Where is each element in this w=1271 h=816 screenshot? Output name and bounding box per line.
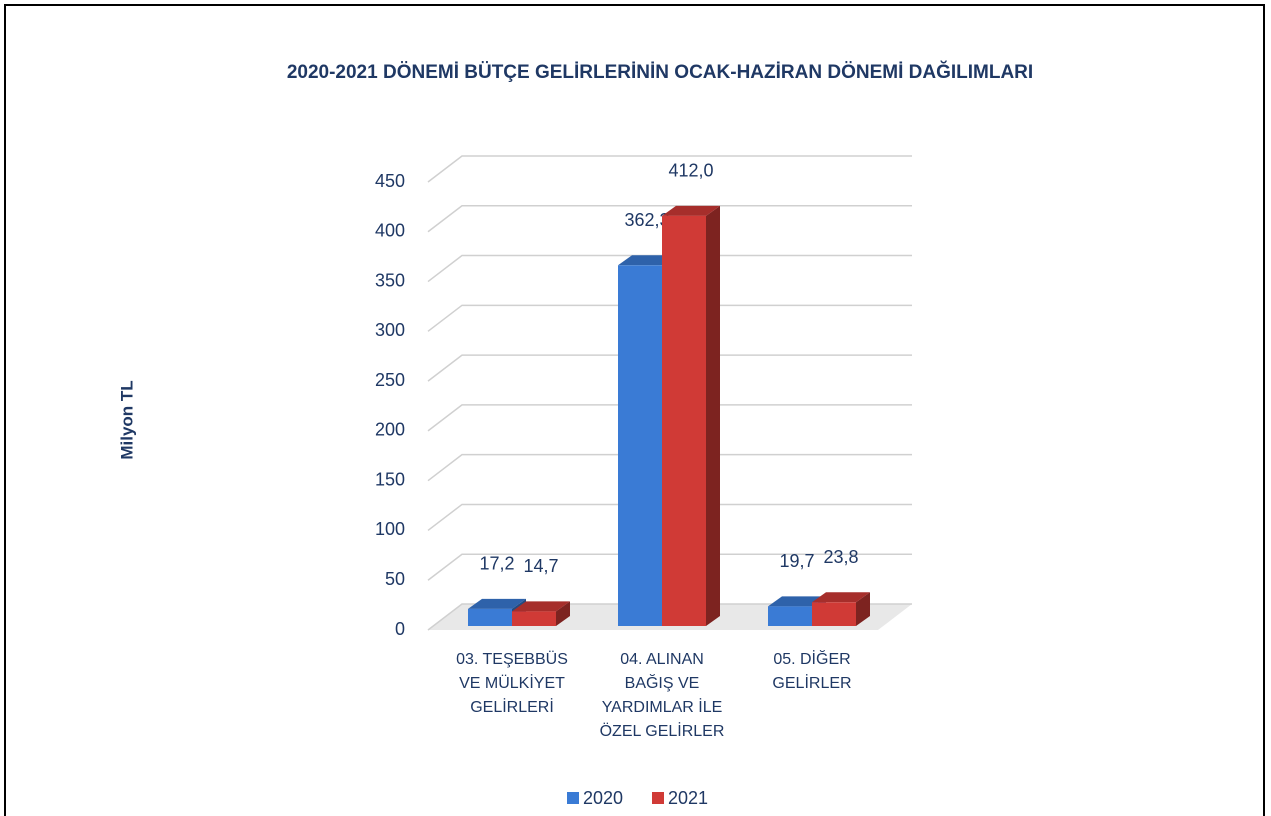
legend-label: 2021 (668, 788, 708, 808)
bar-side (856, 592, 870, 626)
bar-top (468, 598, 526, 609)
y-tick-label: 150 (375, 469, 405, 489)
y-tick-label: 0 (395, 619, 405, 639)
y-tick-label: 250 (375, 370, 405, 390)
bar-top (512, 601, 570, 612)
y-tick-label: 50 (385, 569, 405, 589)
grid-line (427, 503, 912, 532)
bar-top (812, 592, 870, 603)
x-tick-label: 04. ALINAN BAĞIŞ VE YARDIMLAR İLE ÖZEL G… (599, 651, 725, 740)
y-tick-label: 400 (375, 221, 405, 241)
value-label: 362,3 (624, 210, 669, 230)
x-tick-label: 03. TEŞEBBÜS VE MÜLKİYET GELİRLERİ (456, 651, 568, 716)
bar-front (468, 608, 512, 626)
y-tick-label: 200 (375, 420, 405, 440)
value-label: 412,0 (668, 161, 713, 181)
bar-front (768, 606, 812, 626)
bar-side (556, 601, 570, 626)
grid-line (427, 205, 912, 233)
y-tick-label: 350 (375, 270, 405, 290)
chart-title: 2020-2021 DÖNEMİ BÜTÇE GELİRLERİNİN OCAK… (287, 61, 1033, 83)
grid-line (427, 155, 912, 183)
bar (662, 205, 720, 626)
grid-line (427, 453, 912, 482)
y-axis-label: Milyon TL (117, 380, 136, 459)
legend-swatch (567, 792, 579, 804)
y-tick-label: 100 (375, 519, 405, 539)
value-label: 14,7 (523, 556, 558, 576)
value-label: 17,2 (479, 554, 514, 574)
value-label: 23,8 (823, 547, 858, 567)
legend-swatch (652, 792, 664, 804)
grid-line (427, 404, 912, 432)
y-tick-label: 450 (375, 171, 405, 191)
bar-front (512, 611, 556, 626)
bar-side (706, 205, 720, 626)
bar-front (662, 215, 706, 626)
bar-top (768, 596, 826, 607)
legend-label: 2020 (583, 788, 623, 808)
bar-top (618, 255, 676, 266)
bar (812, 592, 870, 626)
bar-front (812, 602, 856, 626)
bar-front (618, 265, 662, 626)
value-label: 19,7 (779, 551, 814, 571)
grid-line (427, 603, 912, 631)
chart-frame (4, 4, 1265, 816)
x-tick-label: 05. DİĞER GELİRLER (772, 651, 852, 692)
bar-top (662, 205, 720, 216)
bar (512, 601, 570, 626)
grid-line (427, 254, 912, 283)
grid-line (427, 354, 912, 382)
grid-line (427, 304, 912, 332)
grid-line (427, 553, 912, 581)
y-tick-label: 300 (375, 320, 405, 340)
